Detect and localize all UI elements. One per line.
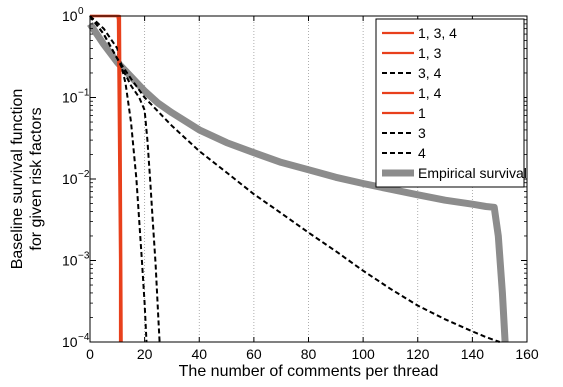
y-tick-base: 10 bbox=[62, 90, 78, 106]
legend-label: 3 bbox=[418, 125, 426, 141]
x-axis-label: The number of comments per thread bbox=[179, 363, 439, 380]
y-tick-exponent: −4 bbox=[78, 332, 90, 343]
y-tick-base: 10 bbox=[62, 8, 78, 24]
legend-label: 1, 4 bbox=[418, 85, 442, 101]
x-tick-label: 0 bbox=[86, 346, 94, 362]
y-tick-exponent: −1 bbox=[78, 88, 90, 99]
series-line-3 bbox=[89, 15, 148, 343]
y-tick-label: 10 −3 bbox=[62, 251, 90, 269]
y-tick-label: 10 −1 bbox=[62, 88, 90, 106]
legend-box bbox=[375, 18, 525, 188]
y-tick-label: 10 −2 bbox=[62, 169, 90, 187]
x-tick-label: 100 bbox=[351, 346, 375, 362]
series-line-6 bbox=[89, 15, 161, 343]
x-tick-label: 80 bbox=[301, 346, 317, 362]
series-line-7 bbox=[89, 15, 501, 343]
y-tick-exponent: 0 bbox=[78, 6, 84, 17]
legend-label: 1 bbox=[418, 105, 426, 121]
x-tick-label: 120 bbox=[406, 346, 430, 362]
legend-label: 1, 3 bbox=[418, 45, 442, 61]
y-tick-exponent: −3 bbox=[78, 251, 90, 262]
y-tick-base: 10 bbox=[62, 253, 78, 269]
legend: 1, 3, 4 1, 3 3, 4 1, 4 1 3 4 Empirical survival bbox=[375, 18, 527, 188]
y-tick-base: 10 bbox=[62, 171, 78, 187]
x-tick-label: 160 bbox=[515, 346, 539, 362]
y-axis-label: Baseline survival function for given risk… bbox=[9, 89, 45, 270]
legend-label: 3, 4 bbox=[418, 65, 442, 81]
x-tick-label: 60 bbox=[246, 346, 262, 362]
legend-label: 4 bbox=[418, 145, 426, 161]
y-tick-label: 10 0 bbox=[62, 6, 84, 24]
legend-label: Empirical survival bbox=[418, 165, 527, 181]
y-axis-label-line: Baseline survival function bbox=[9, 89, 26, 270]
y-axis-label-line: for given risk factors bbox=[28, 107, 45, 250]
x-tick-label: 140 bbox=[461, 346, 485, 362]
y-tick-exponent: −2 bbox=[78, 169, 90, 180]
x-tick-label: 40 bbox=[191, 346, 207, 362]
y-tick-base: 10 bbox=[62, 334, 78, 350]
x-tick-label: 20 bbox=[137, 346, 153, 362]
legend-label: 1, 3, 4 bbox=[418, 25, 457, 41]
series-line-8 bbox=[87, 21, 509, 343]
y-tick-label: 10 −4 bbox=[62, 332, 90, 350]
